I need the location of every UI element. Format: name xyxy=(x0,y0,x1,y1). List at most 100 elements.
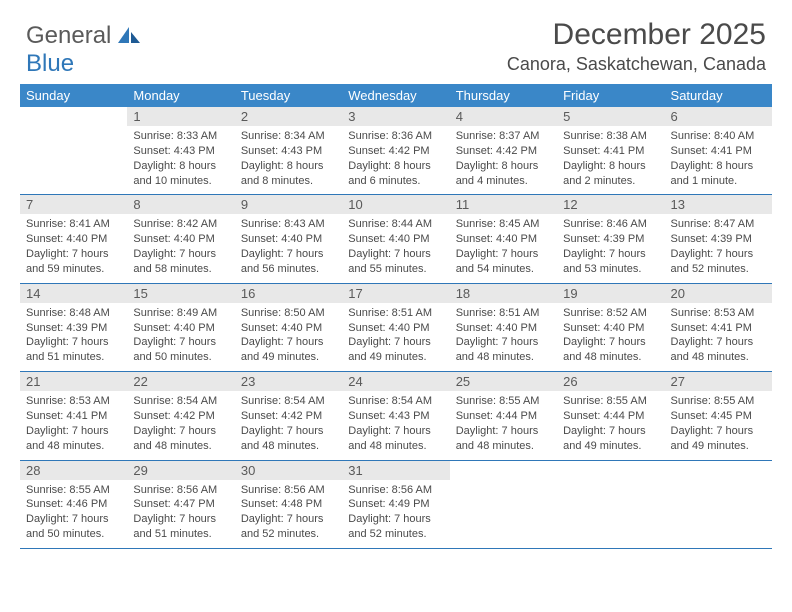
cell-line-day2: and 49 minutes. xyxy=(348,350,443,365)
cell-line-day1: Daylight: 7 hours xyxy=(26,512,121,527)
day-cell: Sunrise: 8:54 AMSunset: 4:42 PMDaylight:… xyxy=(127,391,234,460)
day-header: Monday xyxy=(127,84,234,107)
cell-line-sunset: Sunset: 4:43 PM xyxy=(133,144,228,159)
day-cell: Sunrise: 8:41 AMSunset: 4:40 PMDaylight:… xyxy=(20,214,127,283)
day-header: Wednesday xyxy=(342,84,449,107)
cell-line-sunset: Sunset: 4:43 PM xyxy=(348,409,443,424)
cell-line-day2: and 6 minutes. xyxy=(348,174,443,189)
day-content-row: Sunrise: 8:41 AMSunset: 4:40 PMDaylight:… xyxy=(20,214,772,283)
cell-line-day1: Daylight: 7 hours xyxy=(133,335,228,350)
cell-line-sunrise: Sunrise: 8:54 AM xyxy=(348,394,443,409)
day-cell xyxy=(557,480,664,549)
day-number: 15 xyxy=(127,283,234,303)
cell-line-day2: and 52 minutes. xyxy=(241,527,336,542)
cell-line-sunset: Sunset: 4:42 PM xyxy=(133,409,228,424)
day-number-row: 28293031 xyxy=(20,460,772,480)
day-number: 14 xyxy=(20,283,127,303)
cell-line-day2: and 52 minutes. xyxy=(671,262,766,277)
cell-line-sunrise: Sunrise: 8:56 AM xyxy=(241,483,336,498)
cell-line-day2: and 50 minutes. xyxy=(133,350,228,365)
cell-line-day2: and 8 minutes. xyxy=(241,174,336,189)
cell-line-day2: and 48 minutes. xyxy=(456,350,551,365)
day-header-row: SundayMondayTuesdayWednesdayThursdayFrid… xyxy=(20,84,772,107)
day-cell: Sunrise: 8:53 AMSunset: 4:41 PMDaylight:… xyxy=(20,391,127,460)
cell-line-day2: and 2 minutes. xyxy=(563,174,658,189)
cell-line-sunrise: Sunrise: 8:34 AM xyxy=(241,129,336,144)
cell-line-sunrise: Sunrise: 8:50 AM xyxy=(241,306,336,321)
cell-line-sunrise: Sunrise: 8:33 AM xyxy=(133,129,228,144)
cell-line-day1: Daylight: 7 hours xyxy=(241,512,336,527)
day-number: 22 xyxy=(127,372,234,392)
day-cell: Sunrise: 8:34 AMSunset: 4:43 PMDaylight:… xyxy=(235,126,342,195)
cell-line-sunrise: Sunrise: 8:54 AM xyxy=(133,394,228,409)
cell-line-day2: and 49 minutes. xyxy=(671,439,766,454)
day-cell: Sunrise: 8:49 AMSunset: 4:40 PMDaylight:… xyxy=(127,303,234,372)
day-number: 20 xyxy=(665,283,772,303)
day-cell: Sunrise: 8:33 AMSunset: 4:43 PMDaylight:… xyxy=(127,126,234,195)
day-cell: Sunrise: 8:46 AMSunset: 4:39 PMDaylight:… xyxy=(557,214,664,283)
cell-line-day1: Daylight: 7 hours xyxy=(26,247,121,262)
day-cell: Sunrise: 8:51 AMSunset: 4:40 PMDaylight:… xyxy=(342,303,449,372)
day-cell xyxy=(665,480,772,549)
cell-line-sunset: Sunset: 4:39 PM xyxy=(26,321,121,336)
cell-line-day2: and 48 minutes. xyxy=(133,439,228,454)
day-cell: Sunrise: 8:43 AMSunset: 4:40 PMDaylight:… xyxy=(235,214,342,283)
day-number: 26 xyxy=(557,372,664,392)
day-number: 18 xyxy=(450,283,557,303)
cell-line-sunrise: Sunrise: 8:37 AM xyxy=(456,129,551,144)
day-content-row: Sunrise: 8:53 AMSunset: 4:41 PM Daylight:… xyxy=(20,391,772,460)
day-cell: Sunrise: 8:44 AMSunset: 4:40 PMDaylight:… xyxy=(342,214,449,283)
day-number xyxy=(665,460,772,480)
day-number-row: 21222324252627 xyxy=(20,372,772,392)
cell-line-day2: and 1 minute. xyxy=(671,174,766,189)
cell-line-sunrise: Sunrise: 8:45 AM xyxy=(456,217,551,232)
cell-line-day2: and 48 minutes. xyxy=(456,439,551,454)
cell-line-day2: and 48 minutes. xyxy=(241,439,336,454)
cell-line-day1: Daylight: 7 hours xyxy=(456,424,551,439)
day-number: 19 xyxy=(557,283,664,303)
day-cell: Sunrise: 8:51 AMSunset: 4:40 PMDaylight:… xyxy=(450,303,557,372)
day-cell: Sunrise: 8:55 AMSunset: 4:44 PMDaylight:… xyxy=(557,391,664,460)
cell-line-day1: Daylight: 7 hours xyxy=(133,424,228,439)
day-number: 8 xyxy=(127,195,234,215)
cell-line-sunset: Sunset: 4:41 PM xyxy=(26,409,121,424)
day-cell: Sunrise: 8:38 AMSunset: 4:41 PMDaylight:… xyxy=(557,126,664,195)
day-number: 30 xyxy=(235,460,342,480)
day-header: Sunday xyxy=(20,84,127,107)
day-number: 21 xyxy=(20,372,127,392)
cell-line-day1: Daylight: 8 hours xyxy=(563,159,658,174)
day-number: 6 xyxy=(665,107,772,126)
cell-line-sunrise: Sunrise: 8:55 AM xyxy=(26,483,121,498)
cell-line-sunrise: Sunrise: 8:56 AM xyxy=(133,483,228,498)
cell-line-sunset: Sunset: 4:40 PM xyxy=(241,321,336,336)
cell-line-day1: Daylight: 8 hours xyxy=(456,159,551,174)
cell-line-day2: and 51 minutes. xyxy=(26,350,121,365)
cell-line-day2: and 4 minutes. xyxy=(456,174,551,189)
cell-line-sunrise: Sunrise: 8:52 AM xyxy=(563,306,658,321)
cell-line-day2: and 50 minutes. xyxy=(26,527,121,542)
cell-line-sunrise: Sunrise: 8:55 AM xyxy=(563,394,658,409)
day-number: 11 xyxy=(450,195,557,215)
day-cell xyxy=(20,126,127,195)
day-number xyxy=(450,460,557,480)
day-cell: Sunrise: 8:36 AMSunset: 4:42 PMDaylight:… xyxy=(342,126,449,195)
day-cell: Sunrise: 8:53 AMSunset: 4:41 PMDaylight:… xyxy=(665,303,772,372)
day-header: Saturday xyxy=(665,84,772,107)
cell-line-day2: and 56 minutes. xyxy=(241,262,336,277)
cell-line-sunrise: Sunrise: 8:49 AM xyxy=(133,306,228,321)
calendar-table: SundayMondayTuesdayWednesdayThursdayFrid… xyxy=(20,84,772,549)
day-number: 1 xyxy=(127,107,234,126)
logo-text-general: General xyxy=(26,22,111,49)
cell-line-day1: Daylight: 7 hours xyxy=(671,247,766,262)
cell-line-day1: Daylight: 8 hours xyxy=(241,159,336,174)
cell-line-day2: and 49 minutes. xyxy=(241,350,336,365)
cell-line-sunset: Sunset: 4:41 PM xyxy=(671,144,766,159)
day-cell: Sunrise: 8:55 AMSunset: 4:46 PMDaylight:… xyxy=(20,480,127,549)
day-content-row: Sunrise: 8:33 AMSunset: 4:43 PM Daylight:… xyxy=(20,126,772,195)
cell-line-sunrise: Sunrise: 8:53 AM xyxy=(26,394,121,409)
cell-line-sunrise: Sunrise: 8:55 AM xyxy=(456,394,551,409)
cell-line-day2: and 52 minutes. xyxy=(348,527,443,542)
day-cell: Sunrise: 8:52 AMSunset: 4:40 PMDaylight:… xyxy=(557,303,664,372)
cell-line-day2: and 54 minutes. xyxy=(456,262,551,277)
cell-line-day2: and 10 minutes. xyxy=(133,174,228,189)
